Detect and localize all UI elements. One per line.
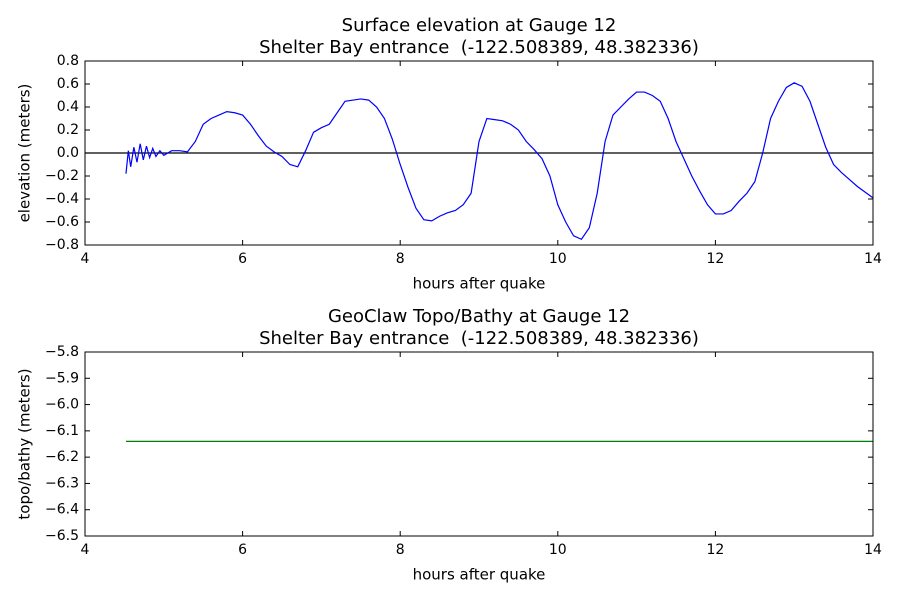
x-tick-label: 8 xyxy=(396,542,405,558)
chart-title: GeoClaw Topo/Bathy at Gauge 12 xyxy=(328,306,630,327)
chart-subtitle: Shelter Bay entrance (-122.508389, 48.38… xyxy=(259,37,699,58)
series-line xyxy=(125,82,874,240)
x-tick-label: 8 xyxy=(396,251,405,267)
x-tick-label: 4 xyxy=(81,542,90,558)
y-tick-label: −0.4 xyxy=(45,191,79,207)
y-tick-label: 0.2 xyxy=(57,122,79,138)
x-axis-label: hours after quake xyxy=(413,566,546,584)
x-tick-label: 10 xyxy=(549,542,567,558)
x-axis-label: hours after quake xyxy=(413,275,546,293)
y-axis-label: topo/bathy (meters) xyxy=(16,368,34,519)
x-tick-label: 14 xyxy=(864,542,882,558)
y-axis-label: elevation (meters) xyxy=(16,84,34,223)
y-tick-label: −0.8 xyxy=(45,237,79,253)
y-tick-label: −6.2 xyxy=(45,449,79,465)
chart-title: Surface elevation at Gauge 12 xyxy=(342,15,617,36)
y-tick-label: 0.0 xyxy=(57,145,79,161)
y-tick-label: −5.8 xyxy=(45,344,79,360)
y-tick-label: −5.9 xyxy=(45,370,79,386)
y-tick-label: −6.4 xyxy=(45,502,79,518)
x-tick-label: 10 xyxy=(549,251,567,267)
y-tick-label: 0.8 xyxy=(57,53,79,69)
x-tick-label: 12 xyxy=(706,542,724,558)
x-tick-label: 14 xyxy=(864,251,882,267)
y-tick-label: 0.4 xyxy=(57,99,79,115)
y-tick-label: −0.2 xyxy=(45,168,79,184)
x-tick-label: 12 xyxy=(706,251,724,267)
y-tick-label: −6.0 xyxy=(45,397,79,413)
y-tick-label: −0.6 xyxy=(45,214,79,230)
y-tick-label: 0.6 xyxy=(57,76,79,92)
chart-subtitle: Shelter Bay entrance (-122.508389, 48.38… xyxy=(259,328,699,349)
y-tick-label: −6.5 xyxy=(45,528,79,544)
x-tick-label: 6 xyxy=(238,251,247,267)
y-tick-label: −6.1 xyxy=(45,423,79,439)
x-tick-label: 4 xyxy=(81,251,90,267)
axes-frame xyxy=(84,351,874,537)
y-tick-label: −6.3 xyxy=(45,475,79,491)
x-tick-label: 6 xyxy=(238,542,247,558)
